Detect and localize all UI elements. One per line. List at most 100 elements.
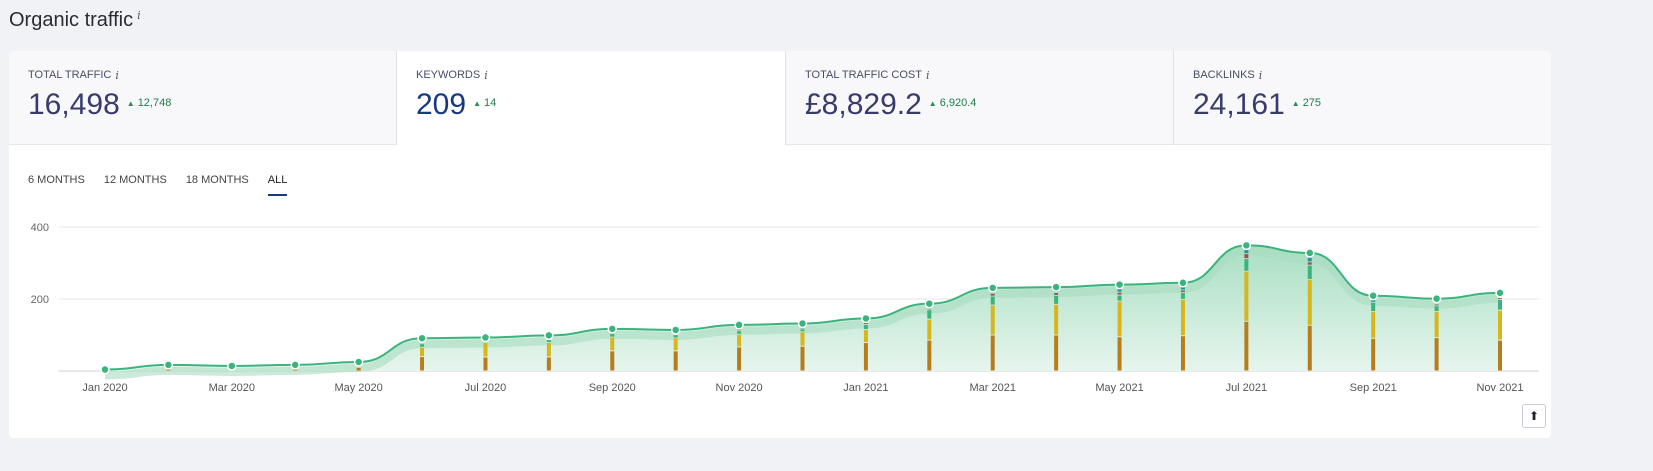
- bar-segment: [1244, 249, 1249, 254]
- stat-delta: ▲ 275: [1292, 97, 1321, 109]
- bar-segment: [610, 333, 615, 337]
- data-point: [290, 360, 300, 370]
- x-tick-label: Jan 2021: [843, 382, 888, 394]
- bar-segment: [1371, 302, 1376, 312]
- bar-segment: [546, 343, 551, 357]
- bar-segment: [990, 293, 995, 296]
- info-icon[interactable]: i: [1258, 69, 1263, 82]
- bar-segment: [1434, 306, 1439, 312]
- bar-segment: [546, 338, 551, 343]
- bar-segment: [1434, 304, 1439, 306]
- bar-segment: [863, 325, 868, 330]
- arrow-up-icon: ▲: [473, 99, 481, 108]
- stat-keywords[interactable]: KEYWORDS i 209 ▲ 14: [397, 51, 786, 145]
- bar-segment: [1054, 295, 1059, 304]
- x-tick-label: Sep 2020: [589, 382, 636, 394]
- info-icon[interactable]: i: [115, 69, 119, 82]
- organic-traffic-card: TOTAL TRAFFIC i 16,498 ▲ 12,748 KEYWORDS i 2…: [9, 51, 1551, 438]
- data-point: [544, 330, 554, 341]
- stat-label: KEYWORDS: [416, 69, 481, 81]
- bar-segment: [1498, 340, 1502, 371]
- stat-delta: ▲ 12,748: [127, 97, 172, 109]
- bar-segment: [800, 346, 805, 371]
- delta-text: 275: [1302, 97, 1322, 109]
- bar-segment: [927, 310, 932, 319]
- stat-total-traffic[interactable]: TOTAL TRAFFIC i 16,498 ▲ 12,748: [9, 51, 397, 145]
- bar-segment: [737, 347, 742, 371]
- bar-segment: [1498, 299, 1502, 310]
- x-tick-label: Mar 2021: [969, 382, 1015, 394]
- x-tick-label: Sep 2021: [1350, 382, 1397, 394]
- bar-segment: [1244, 254, 1249, 259]
- bar-segment: [610, 351, 615, 371]
- tab-all[interactable]: ALL: [267, 174, 288, 196]
- bar-segment: [1307, 280, 1312, 325]
- data-point: [353, 357, 364, 367]
- stat-backlinks[interactable]: BACKLINKS i 24,161 ▲ 275: [1174, 51, 1551, 145]
- bar-segment: [1434, 312, 1439, 338]
- tab-6-months[interactable]: 6 MONTHS: [28, 174, 85, 186]
- bar-segment: [420, 344, 425, 347]
- area-fill: [105, 245, 1500, 371]
- data-point: [861, 313, 871, 324]
- bar-segment: [1054, 293, 1059, 295]
- bar-segment: [737, 334, 742, 347]
- bar-segment: [546, 357, 551, 371]
- bar-segment: [483, 343, 488, 357]
- bar-segment: [1371, 312, 1376, 338]
- stat-total-traffic-cost[interactable]: TOTAL TRAFFIC COST i £8,829.2 ▲ 6,920.4: [786, 51, 1174, 145]
- bar-segment: [1371, 299, 1376, 302]
- bar-segment: [1307, 257, 1312, 262]
- tab-12-months[interactable]: 12 MONTHS: [103, 174, 167, 186]
- data-point: [734, 320, 744, 330]
- bar-segment: [1117, 337, 1122, 371]
- info-icon[interactable]: i: [484, 69, 488, 82]
- y-tick-label: 400: [31, 222, 49, 234]
- data-point: [1241, 240, 1252, 251]
- bar-segment: [1180, 290, 1185, 293]
- x-tick-label: May 2021: [1095, 382, 1143, 394]
- stat-delta: ▲ 14: [473, 97, 496, 109]
- y-tick-label: 200: [31, 294, 49, 306]
- bar-segment: [420, 357, 425, 371]
- tab-18-months[interactable]: 18 MONTHS: [185, 174, 249, 186]
- bar-segment: [1307, 262, 1312, 265]
- bar-segment: [1117, 292, 1122, 295]
- x-tick-label: Nov 2021: [1476, 382, 1523, 394]
- bar-segment: [1117, 295, 1122, 301]
- bar-segment: [1117, 301, 1122, 337]
- bar-segment: [1244, 321, 1249, 371]
- data-point: [797, 318, 808, 329]
- bar-segment: [673, 351, 678, 371]
- bar-segment: [1054, 335, 1059, 371]
- data-point: [480, 332, 491, 343]
- bar-segment: [990, 296, 995, 305]
- period-tabs: 6 MONTHS 12 MONTHS 18 MONTHS ALL: [28, 174, 288, 196]
- export-button[interactable]: ⬆: [1522, 404, 1546, 428]
- data-point: [987, 283, 998, 293]
- bar-segment: [1180, 293, 1185, 299]
- data-point: [163, 360, 174, 370]
- bar-segment: [1180, 287, 1185, 290]
- traffic-chart: 200 400 Jan 2020 Mar 2020 May 2020 Jul 2020 Se…: [31, 222, 1539, 394]
- title-text: Organic traffic: [9, 9, 134, 31]
- stat-label: BACKLINKS: [1193, 69, 1255, 81]
- bar-segment: [1434, 338, 1439, 371]
- arrow-up-icon: ▲: [928, 99, 937, 108]
- bar-segment: [1244, 271, 1249, 321]
- bar-segment: [420, 347, 425, 357]
- info-icon[interactable]: i: [137, 9, 141, 22]
- bar-segment: [1307, 265, 1312, 280]
- bar-segment: [800, 332, 805, 346]
- bar-segment: [673, 335, 678, 338]
- data-point: [1495, 288, 1505, 298]
- stat-delta: ▲ 6,920.4: [929, 97, 977, 109]
- bar-segment: [1054, 304, 1059, 335]
- info-icon[interactable]: i: [925, 69, 930, 82]
- data-point: [100, 364, 110, 375]
- bar-segment: [166, 368, 171, 371]
- x-tick-label: Nov 2020: [716, 382, 763, 394]
- bar-segment: [1307, 325, 1312, 371]
- delta-text: 14: [483, 97, 497, 109]
- bar-segment: [483, 357, 488, 371]
